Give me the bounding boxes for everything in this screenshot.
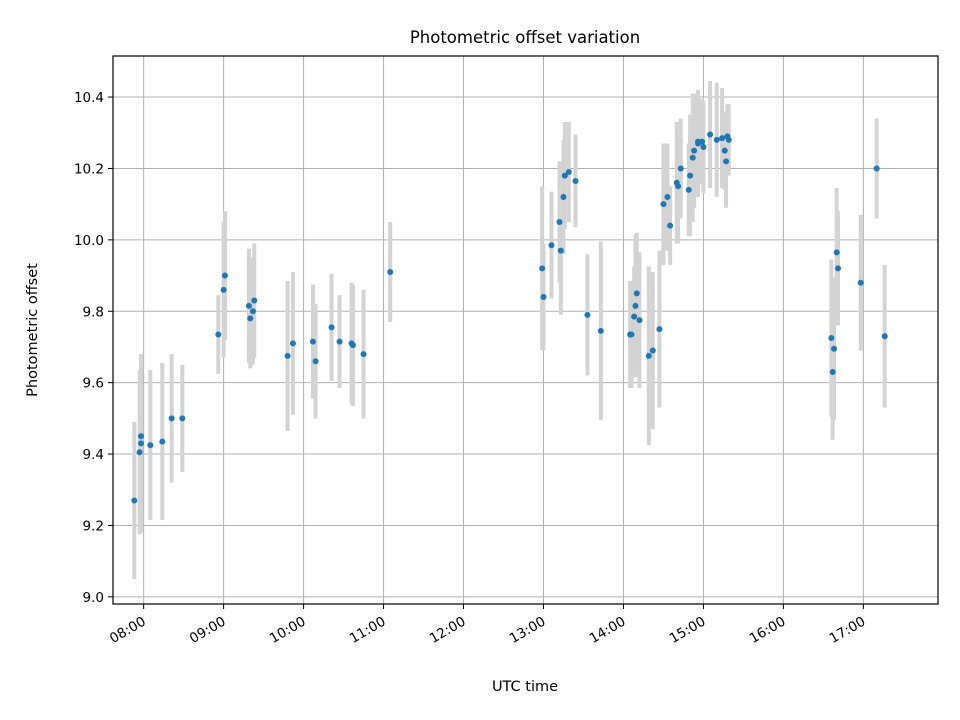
data-point [667, 222, 674, 229]
data-point [247, 315, 254, 322]
data-point [360, 351, 367, 358]
x-tick-label: 16:00 [747, 614, 789, 647]
data-point [137, 433, 144, 440]
axis-ticks: 08:00 09:00 10:00 11:00 12:00 13:00 14:00 15:00… [74, 90, 868, 647]
x-tick-label: 10:00 [267, 614, 309, 647]
x-axis-label: UTC time [492, 679, 558, 695]
data-point [221, 272, 228, 279]
data-point [656, 326, 663, 333]
data-point [540, 293, 547, 300]
data-point [829, 368, 836, 375]
x-tick-label: 17:00 [827, 614, 869, 647]
data-point [725, 136, 732, 143]
data-point [548, 242, 555, 249]
data-point [675, 183, 682, 190]
data-point [835, 265, 842, 272]
x-tick-label: 12:00 [427, 614, 469, 647]
data-point [660, 201, 667, 208]
data-point [336, 338, 343, 345]
data-point [556, 219, 563, 226]
data-point [561, 172, 568, 179]
data-point [349, 342, 356, 349]
plot-frame [112, 55, 939, 605]
data-point [565, 169, 572, 176]
data-point [328, 324, 335, 331]
chart-title: Photometric offset variation [410, 28, 640, 47]
data-point [560, 194, 567, 201]
x-tick-label: 09:00 [187, 614, 229, 647]
y-tick-label: 9.6 [83, 376, 104, 392]
data-point [857, 279, 864, 286]
data-point [557, 247, 564, 254]
data-point [645, 352, 652, 359]
y-tick-label: 10.4 [74, 90, 104, 106]
data-point [873, 165, 880, 172]
data-point [628, 331, 635, 338]
data-point [677, 165, 684, 172]
data-point [159, 438, 166, 445]
data-point [721, 147, 728, 154]
data-point [572, 177, 579, 184]
data-point [833, 249, 840, 256]
y-axis-label: Photometric offset [25, 263, 41, 397]
data-point [687, 172, 694, 179]
data-point [539, 265, 546, 272]
x-tick-label: 15:00 [667, 614, 709, 647]
data-point [137, 440, 144, 447]
data-point [664, 194, 671, 201]
x-tick-label: 08:00 [107, 614, 149, 647]
x-tick-label: 14:00 [587, 614, 629, 647]
data-point [828, 335, 835, 342]
data-point [881, 333, 888, 340]
data-point [685, 186, 692, 193]
grid-lines [113, 56, 938, 604]
data-point [689, 154, 696, 161]
data-point [691, 147, 698, 154]
data-point [831, 345, 838, 352]
data-point [312, 358, 319, 365]
data-point [147, 442, 154, 449]
data-point [713, 136, 720, 143]
data-point [632, 302, 639, 309]
data-point [597, 327, 604, 334]
data-point [707, 131, 714, 138]
data-point [179, 415, 186, 422]
data-point [636, 317, 643, 324]
data-point [245, 302, 252, 309]
data-point [584, 311, 591, 318]
data-point [249, 308, 256, 315]
data-points [131, 131, 888, 504]
data-point [387, 268, 394, 275]
data-point [251, 297, 258, 304]
data-point [168, 415, 175, 422]
data-point [220, 286, 227, 293]
data-point [649, 347, 656, 354]
y-tick-label: 9.8 [83, 304, 104, 320]
y-tick-label: 10.0 [74, 233, 104, 249]
data-point [215, 331, 222, 338]
data-point [700, 144, 707, 151]
y-tick-label: 9.0 [83, 590, 104, 606]
error-bars [132, 80, 887, 580]
data-point [131, 497, 138, 504]
x-tick-label: 11:00 [347, 614, 389, 647]
y-tick-label: 9.2 [83, 518, 104, 534]
y-tick-label: 9.4 [83, 447, 104, 463]
data-point [284, 352, 291, 359]
data-point [723, 158, 730, 165]
data-point [699, 138, 706, 145]
data-point [633, 290, 640, 297]
y-tick-label: 10.2 [74, 161, 104, 177]
data-point [631, 313, 638, 320]
x-tick-label: 13:00 [507, 614, 549, 647]
data-point [136, 449, 143, 456]
data-point [289, 340, 296, 347]
data-point [719, 135, 726, 142]
data-point [309, 338, 316, 345]
